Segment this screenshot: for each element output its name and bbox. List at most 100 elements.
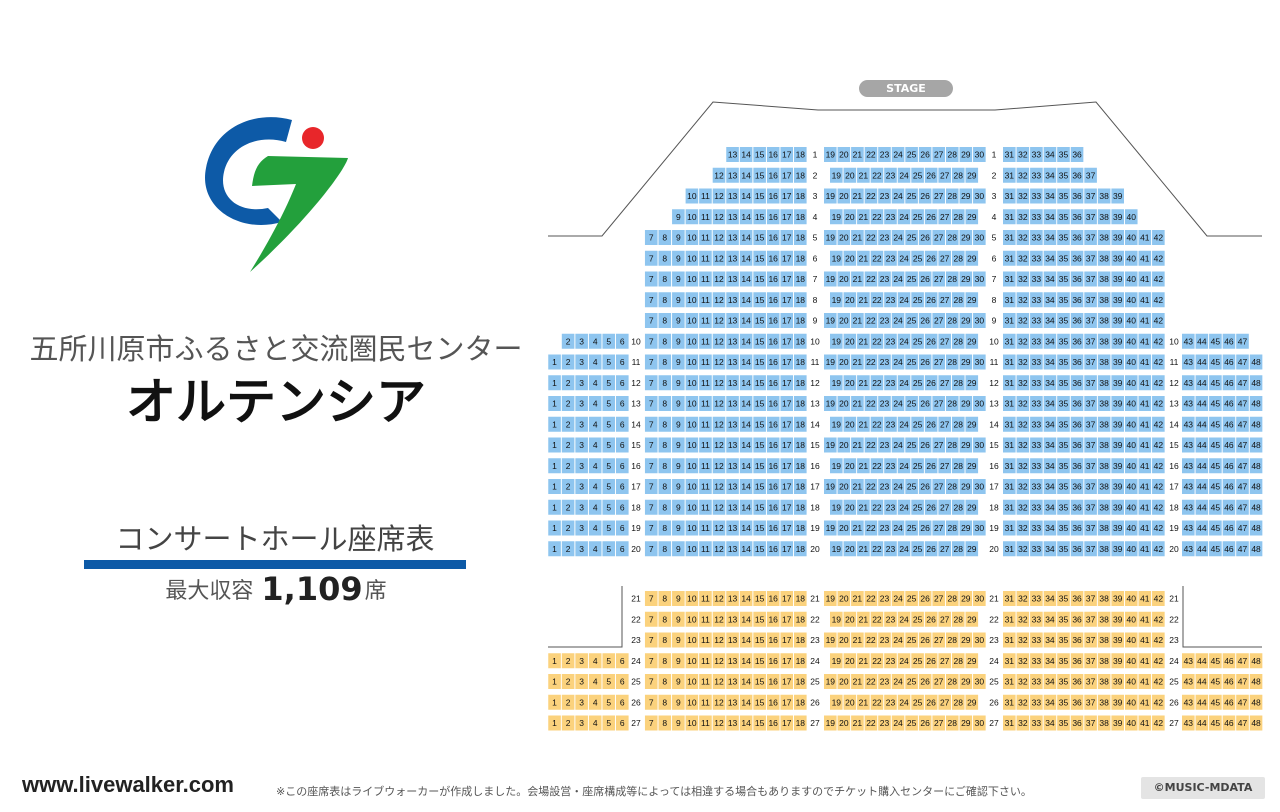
seat-box[interactable] (905, 313, 918, 328)
seat[interactable]: 2 (561, 416, 575, 432)
seat[interactable]: 11 (699, 188, 712, 204)
seat-box[interactable] (699, 333, 712, 349)
seat[interactable]: 34 (1043, 333, 1057, 349)
seat[interactable]: 26 (924, 167, 938, 183)
seat[interactable]: 15 (753, 694, 766, 710)
seat[interactable]: 15 (753, 292, 766, 308)
seat-box[interactable] (911, 250, 924, 266)
seat-box[interactable] (851, 147, 864, 162)
seat-box[interactable] (843, 209, 857, 225)
seat[interactable]: 9 (672, 499, 685, 515)
seat-box[interactable] (712, 230, 726, 245)
seat[interactable]: 31 (1003, 396, 1016, 411)
seat[interactable]: 28 (951, 292, 965, 308)
seat-box[interactable] (726, 209, 739, 225)
seat-box[interactable] (945, 147, 959, 162)
seat[interactable]: 39 (1111, 499, 1124, 515)
seat-box[interactable] (857, 209, 870, 225)
seat[interactable]: 24 (891, 591, 905, 606)
seat[interactable]: 13 (726, 396, 739, 411)
seat[interactable]: 3 (575, 333, 588, 349)
seat-box[interactable] (699, 188, 712, 204)
seat[interactable]: 31 (1003, 611, 1016, 627)
seat-box[interactable] (1030, 292, 1043, 308)
seat-box[interactable] (1209, 333, 1222, 349)
seat[interactable]: 29 (959, 188, 973, 204)
seat[interactable]: 30 (973, 147, 986, 162)
seat[interactable]: 42 (1152, 520, 1165, 536)
seat[interactable]: 33 (1030, 611, 1043, 627)
seat[interactable]: 12 (712, 271, 726, 287)
seat[interactable]: 34 (1043, 458, 1057, 474)
seat-box[interactable] (1043, 250, 1057, 266)
seat[interactable]: 34 (1043, 715, 1057, 731)
seat-box[interactable] (766, 354, 780, 370)
seat[interactable]: 18 (794, 653, 807, 669)
seat[interactable]: 27 (932, 147, 945, 162)
seat[interactable]: 7 (644, 292, 658, 308)
seat[interactable]: 22 (870, 611, 884, 627)
seat-box[interactable] (891, 354, 905, 370)
seat[interactable]: 9 (672, 520, 685, 536)
seat[interactable]: 32 (1016, 458, 1030, 474)
seat-box[interactable] (1097, 188, 1111, 204)
seat[interactable]: 40 (1124, 375, 1138, 391)
seat[interactable]: 17 (780, 250, 794, 266)
seat[interactable]: 4 (588, 499, 602, 515)
seat-box[interactable] (1124, 354, 1138, 370)
seat-box[interactable] (884, 250, 897, 266)
seat-box[interactable] (884, 167, 897, 183)
seat[interactable]: 36 (1070, 591, 1084, 606)
seat[interactable]: 38 (1097, 694, 1111, 710)
seat[interactable]: 23 (878, 313, 891, 328)
seat[interactable]: 26 (918, 354, 932, 370)
seat[interactable]: 32 (1016, 479, 1030, 494)
seat[interactable]: 25 (911, 694, 924, 710)
seat[interactable]: 44 (1195, 694, 1209, 710)
seat-box[interactable] (685, 250, 699, 266)
seat-box[interactable] (644, 375, 658, 391)
seat[interactable]: 13 (726, 209, 739, 225)
seat[interactable]: 25 (905, 437, 918, 453)
seat[interactable]: 35 (1057, 520, 1070, 536)
seat[interactable]: 15 (753, 167, 766, 183)
seat[interactable]: 20 (843, 209, 857, 225)
seat[interactable]: 10 (685, 479, 699, 494)
seat[interactable]: 13 (726, 147, 739, 162)
seat[interactable]: 8 (658, 313, 672, 328)
seat[interactable]: 16 (766, 520, 780, 536)
seat[interactable]: 22 (870, 167, 884, 183)
seat[interactable]: 20 (843, 499, 857, 515)
seat[interactable]: 47 (1236, 458, 1249, 474)
seat-box[interactable] (932, 271, 945, 287)
seat-box[interactable] (658, 230, 672, 245)
seat-box[interactable] (766, 209, 780, 225)
seat[interactable]: 35 (1057, 715, 1070, 731)
seat[interactable]: 23 (884, 653, 897, 669)
seat[interactable]: 35 (1057, 674, 1070, 689)
seat[interactable]: 45 (1209, 437, 1222, 453)
seat[interactable]: 27 (932, 271, 945, 287)
seat[interactable]: 37 (1084, 479, 1097, 494)
seat[interactable]: 46 (1222, 333, 1236, 349)
seat[interactable]: 3 (575, 541, 588, 557)
seat[interactable]: 19 (824, 271, 837, 287)
seat[interactable]: 28 (945, 147, 959, 162)
seat[interactable]: 15 (753, 333, 766, 349)
seat[interactable]: 29 (959, 147, 973, 162)
seat[interactable]: 17 (780, 715, 794, 731)
seat[interactable]: 23 (884, 333, 897, 349)
seat[interactable]: 27 (938, 292, 951, 308)
seat[interactable]: 41 (1138, 499, 1152, 515)
seat-box[interactable] (672, 292, 685, 308)
seat[interactable]: 24 (897, 611, 911, 627)
seat[interactable]: 36 (1070, 292, 1084, 308)
seat-box[interactable] (837, 230, 851, 245)
seat[interactable]: 18 (794, 313, 807, 328)
seat[interactable]: 18 (794, 611, 807, 627)
seat-box[interactable] (1182, 354, 1195, 370)
seat[interactable]: 47 (1236, 479, 1249, 494)
seat-box[interactable] (794, 188, 807, 204)
seat[interactable]: 47 (1236, 674, 1249, 689)
seat-box[interactable] (739, 375, 753, 391)
